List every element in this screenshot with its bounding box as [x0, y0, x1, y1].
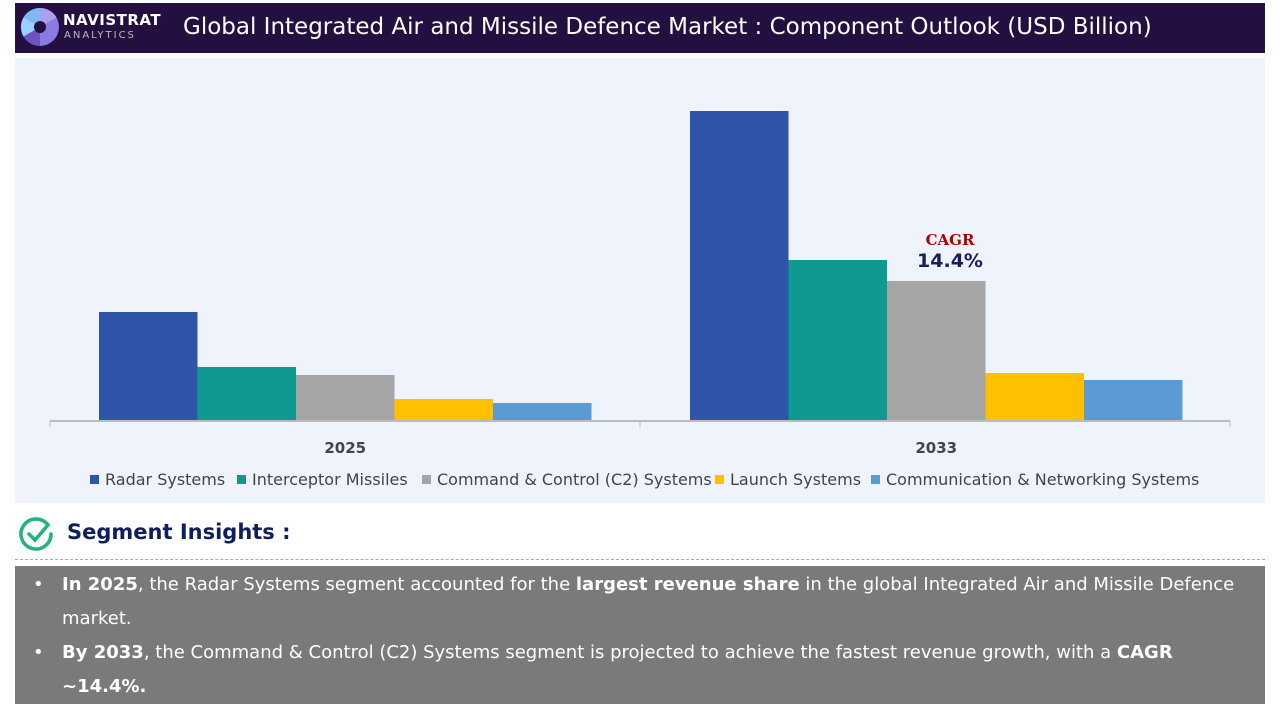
x-tick-label: 2025 [324, 439, 366, 457]
insight-text: , the Radar Systems segment accounted fo… [137, 574, 576, 595]
legend-label: Radar Systems [105, 470, 226, 489]
legend-swatch [422, 475, 431, 484]
insights-title: Segment Insights : [67, 520, 291, 544]
page-title: Global Integrated Air and Missile Defenc… [183, 14, 1152, 40]
legend-item: Interceptor Missiles [237, 470, 408, 489]
bar-2025-4 [493, 403, 592, 421]
bar-2025-1 [197, 367, 296, 421]
bar-chart: 2025 2033 [49, 111, 1231, 457]
insight-item: By 2033, the Command & Control (C2) Syst… [62, 636, 1242, 704]
insight-text: largest revenue share [575, 574, 800, 595]
legend-swatch [715, 475, 724, 484]
legend-label: Interceptor Missiles [252, 470, 408, 489]
insight-text: in the global Integrated Air and Missile… [62, 574, 1235, 629]
logo-text: NAVISTRAT [63, 11, 162, 29]
bullet-icon: • [33, 642, 44, 663]
legend-label: Communication & Networking Systems [886, 470, 1200, 489]
legend-item: Launch Systems [715, 470, 861, 489]
insight-text: In 2025 [62, 574, 138, 595]
insight-text: By 2033 [62, 642, 144, 663]
logo-icon [20, 7, 59, 47]
bar-2033-4 [1084, 380, 1183, 421]
legend-swatch [90, 475, 99, 484]
legend-item: Command & Control (C2) Systems [422, 470, 712, 489]
bar-2033-1 [788, 260, 887, 421]
chart-panel: 2025 2033 [15, 58, 1265, 503]
legend-swatch [237, 475, 246, 484]
bar-2025-2 [296, 375, 395, 421]
legend-label: Launch Systems [730, 470, 862, 489]
bar-2033-3 [985, 373, 1084, 421]
bullet-icon: • [33, 574, 44, 595]
insight-item: In 2025, the Radar Systems segment accou… [62, 568, 1242, 636]
legend-swatch [871, 475, 880, 484]
check-circle-icon [19, 517, 53, 551]
logo-subtext: ANALYTICS [64, 30, 136, 41]
header-bar: NAVISTRAT ANALYTICS Global Integrated Ai… [15, 3, 1265, 53]
cagr-value: 14.4% [917, 250, 983, 272]
bar-2033-0 [690, 111, 789, 421]
insights-box: • In 2025, the Radar Systems segment acco… [15, 566, 1265, 704]
legend-item: Communication & Networking Systems [871, 470, 1199, 489]
insight-text: , the Command & Control (C2) Systems seg… [143, 642, 1117, 663]
bar-2033-2 [887, 281, 986, 421]
cagr-label: CAGR [925, 231, 975, 249]
insight-text: CAGR ~14.4%. [62, 642, 1173, 697]
legend-item: Radar Systems [90, 470, 225, 489]
x-tick-label: 2033 [915, 439, 957, 457]
bar-2025-0 [99, 312, 198, 421]
divider [15, 559, 1265, 560]
legend-label: Command & Control (C2) Systems [437, 470, 712, 489]
bar-2025-3 [394, 399, 493, 421]
